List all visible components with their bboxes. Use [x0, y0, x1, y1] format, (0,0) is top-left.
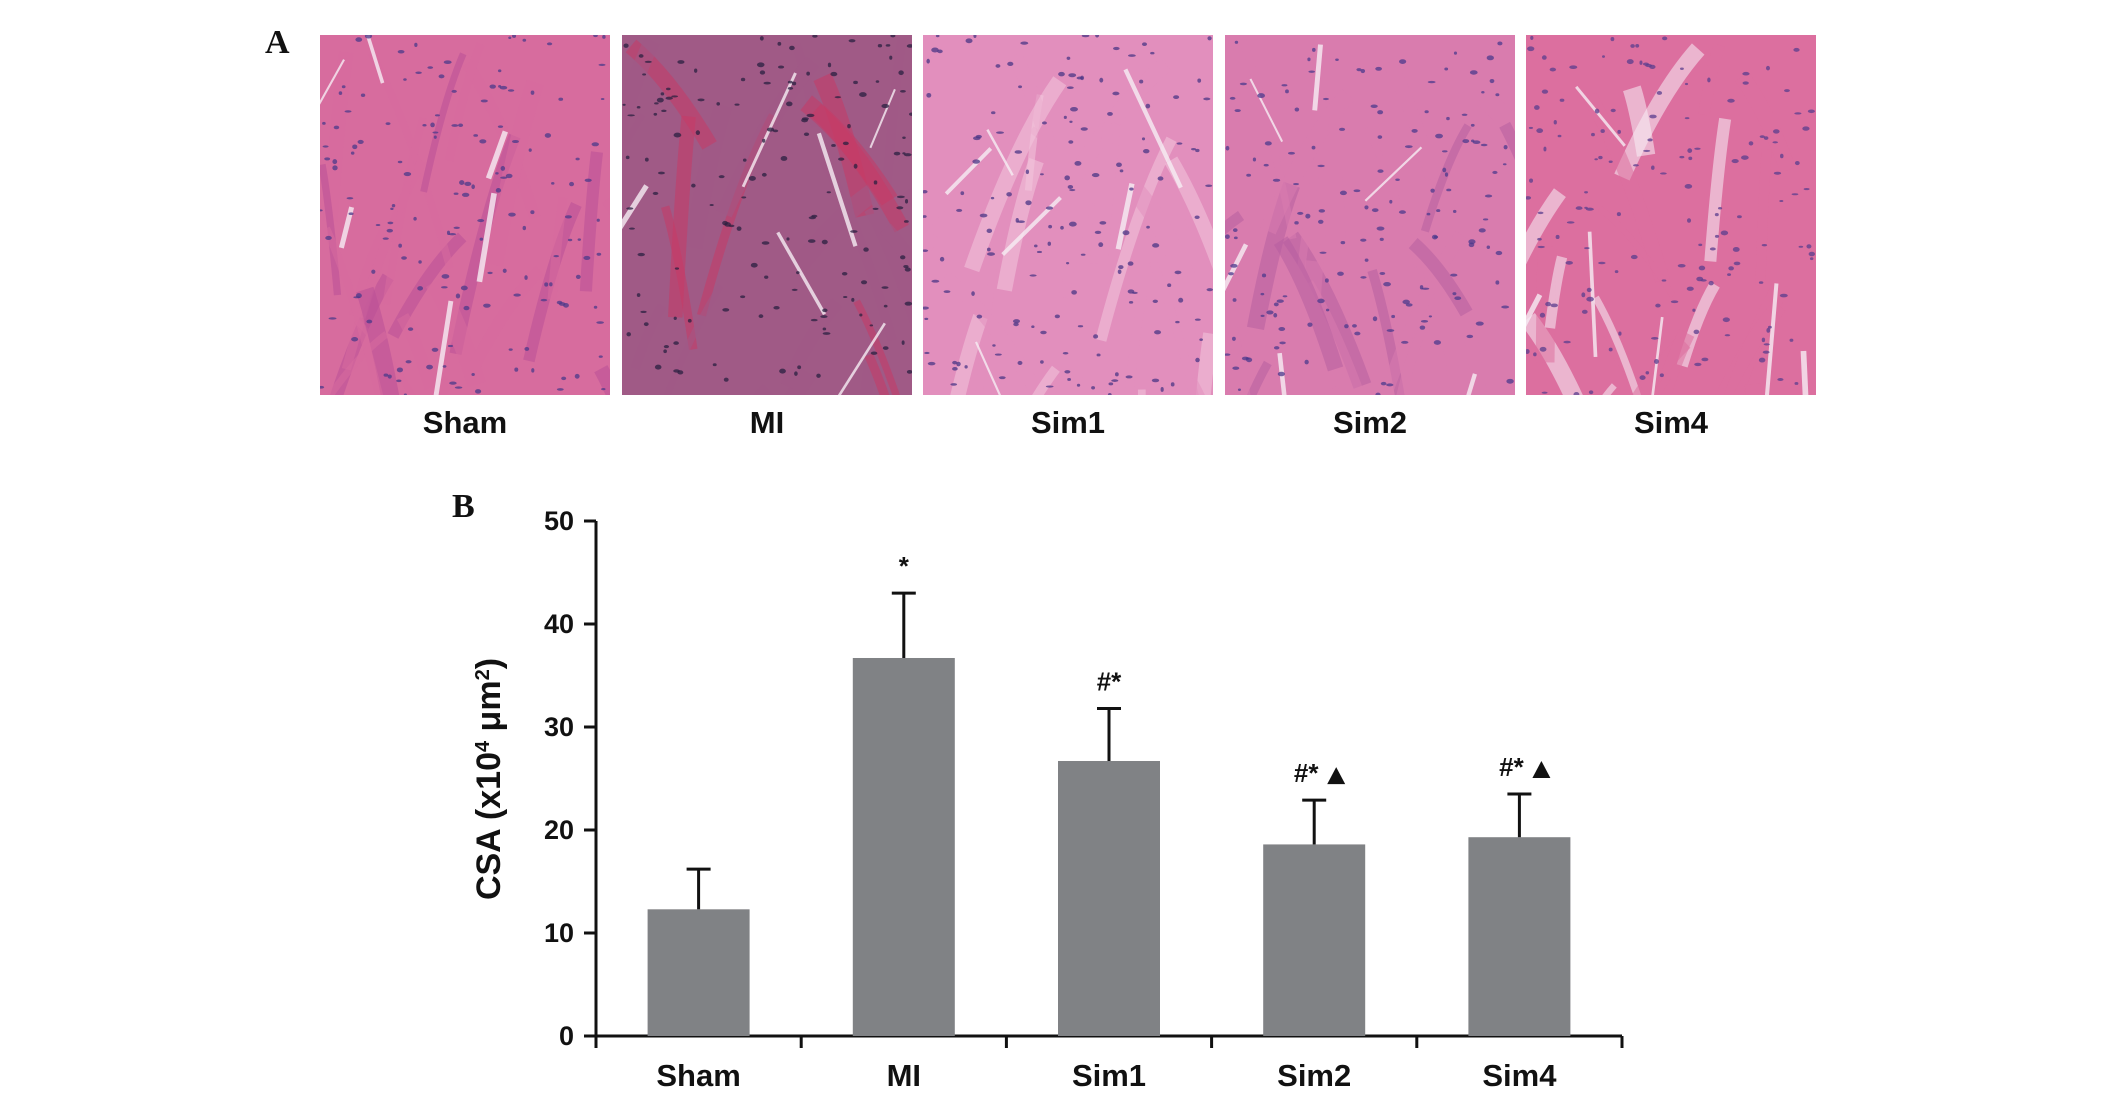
micrograph-label-sim2: Sim2 — [1332, 405, 1408, 440]
micrograph-sim2 — [1225, 35, 1515, 395]
x-category-label: Sim4 — [1482, 1058, 1557, 1093]
x-category-label: MI — [887, 1058, 921, 1093]
micrograph-label-sham: Sham — [422, 405, 508, 440]
triangle-marker — [1532, 760, 1551, 778]
significance-label: #* — [1499, 752, 1524, 782]
y-tick-label: 30 — [544, 712, 574, 742]
significance-label: #* — [1097, 666, 1122, 696]
y-tick-label: 40 — [544, 609, 574, 639]
micrograph-label-sim4: Sim4 — [1633, 405, 1709, 440]
micrograph-label-mi: MI — [749, 405, 785, 440]
bar-sim2 — [1263, 844, 1366, 1036]
panel-a-letter: A — [265, 24, 290, 61]
y-tick-label: 20 — [544, 815, 574, 845]
y-tick-label: 50 — [544, 506, 574, 536]
significance-label: * — [899, 551, 910, 581]
micrograph-sham — [320, 35, 610, 395]
x-category-label: Sim2 — [1277, 1058, 1351, 1093]
y-axis-title: CSA (x104 μm2) — [470, 658, 508, 900]
y-tick-label: 0 — [559, 1021, 574, 1051]
x-category-label: Sim1 — [1072, 1058, 1146, 1093]
bar-sham — [647, 909, 750, 1036]
panel-b-letter: B — [452, 488, 475, 525]
micrograph-mi — [622, 35, 912, 395]
x-category-label: Sham — [656, 1058, 740, 1093]
y-axis-title-text: CSA (x104 μm2) — [470, 658, 508, 900]
significance-label: #* — [1294, 758, 1319, 788]
bar-mi — [852, 657, 955, 1036]
y-tick-label: 10 — [544, 918, 574, 948]
micrograph-label-sim1: Sim1 — [1030, 405, 1106, 440]
bar-sim4 — [1468, 837, 1571, 1036]
triangle-marker — [1327, 767, 1346, 785]
micrograph-sim1 — [923, 35, 1213, 395]
bar-sim1 — [1058, 760, 1160, 1036]
micrograph-sim4 — [1526, 35, 1816, 395]
